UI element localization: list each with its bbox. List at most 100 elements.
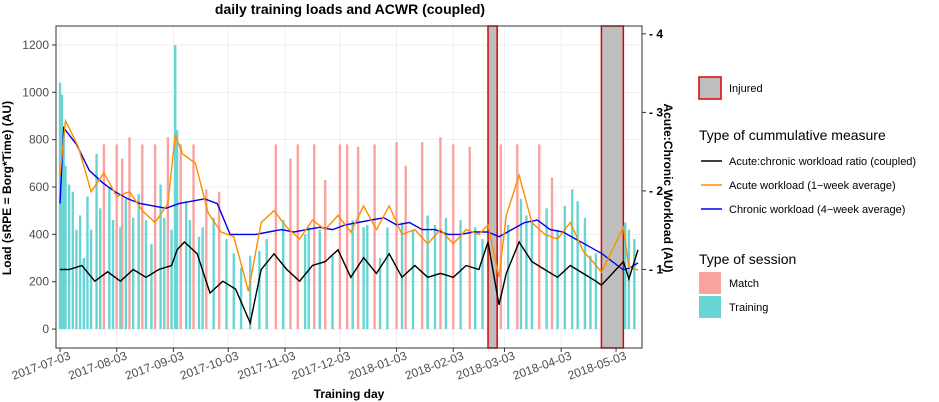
match-bar xyxy=(356,146,360,330)
legend-training-label: Training xyxy=(729,302,768,314)
y-axis-right: - 1 - 2 - 3 - 4 xyxy=(642,27,663,276)
x-tick-label: 2017-07-03 xyxy=(10,348,73,382)
y2-tick-label: - 2 xyxy=(649,184,663,198)
legend-match-label: Match xyxy=(729,278,759,290)
x-tick-label: 2017-09-03 xyxy=(123,348,186,382)
match-bar xyxy=(439,137,442,330)
x-tick-label: 2017-11-03 xyxy=(236,348,298,382)
training-bar xyxy=(594,253,598,330)
training-bar xyxy=(530,220,534,330)
match-bar xyxy=(395,142,398,330)
training-bar xyxy=(137,194,140,330)
legend-acute-label: Acute workload (1−week average) xyxy=(729,180,896,192)
match-bar xyxy=(289,158,292,330)
match-bar xyxy=(102,144,106,330)
match-bar xyxy=(192,144,195,330)
training-bar xyxy=(386,227,389,330)
training-bar xyxy=(108,187,111,330)
match-bar xyxy=(128,137,131,330)
y-tick-label: 1200 xyxy=(22,38,49,52)
x-tick-label: 2017-10-03 xyxy=(178,348,241,382)
match-bar xyxy=(324,179,327,330)
y-axis-left: 0 200 400 600 800 1000 1200 xyxy=(22,38,56,336)
x-tick-label: 2017-08-03 xyxy=(67,348,130,382)
training-bar xyxy=(111,220,115,330)
training-bar xyxy=(583,217,587,330)
y-axis-label-left: Load (sRPE = Borg*Time) (AU) xyxy=(0,101,14,275)
acwr-line xyxy=(60,240,639,326)
y-tick-label: 200 xyxy=(29,275,49,289)
training-bar xyxy=(459,220,462,330)
y2-tick-label: - 1 xyxy=(649,262,663,276)
training-bar xyxy=(170,229,173,330)
training-bar xyxy=(239,267,243,330)
training-bar xyxy=(433,224,437,330)
training-bar xyxy=(362,227,365,330)
match-bar xyxy=(217,191,221,330)
x-tick-label: 2018-05-03 xyxy=(566,348,629,382)
training-bar xyxy=(623,222,627,330)
match-bar xyxy=(404,165,407,330)
training-bar xyxy=(481,239,484,330)
training-bar xyxy=(331,255,334,330)
training-bar xyxy=(232,253,235,330)
match-bar xyxy=(179,144,182,330)
plot-area xyxy=(55,25,643,349)
training-bar xyxy=(58,82,62,330)
training-bar xyxy=(212,217,215,330)
training-bar xyxy=(318,229,321,330)
series-lines xyxy=(59,118,639,326)
legend-training-key xyxy=(699,296,721,318)
x-tick-label: 2018-01-03 xyxy=(346,348,409,382)
match-bar xyxy=(452,144,455,330)
match-bar xyxy=(141,144,144,330)
legend-injured-label: Injured xyxy=(729,83,763,95)
match-bar xyxy=(499,144,503,330)
training-bar xyxy=(570,189,574,330)
training-bar xyxy=(185,201,188,330)
training-bar xyxy=(119,227,122,330)
training-bar xyxy=(525,215,528,330)
training-bar xyxy=(201,227,204,330)
training-bar xyxy=(506,224,510,330)
training-bar xyxy=(563,205,567,330)
match-bar xyxy=(313,144,316,330)
training-bar xyxy=(633,239,636,330)
y-tick-label: 0 xyxy=(42,322,49,336)
training-bar xyxy=(64,165,67,330)
training-bar xyxy=(163,217,166,330)
training-bar xyxy=(576,201,579,330)
x-tick-label: 2017-12-03 xyxy=(290,348,353,382)
training-bar xyxy=(411,229,415,330)
match-bar xyxy=(538,144,541,330)
match-bar xyxy=(550,177,554,330)
legend-session-title: Type of session xyxy=(699,251,796,267)
training-bar xyxy=(86,196,89,330)
match-bar xyxy=(420,142,424,330)
y-tick-label: 600 xyxy=(29,180,49,194)
match-bar xyxy=(468,146,471,330)
training-bar xyxy=(144,220,148,330)
training-bar xyxy=(444,217,448,330)
x-tick-label: 2018-04-03 xyxy=(511,348,574,382)
y2-tick-label: - 3 xyxy=(649,105,663,119)
training-bar xyxy=(556,229,559,330)
injured-period xyxy=(600,25,625,349)
training-bar xyxy=(131,217,135,330)
training-bar xyxy=(197,236,201,330)
y-axis-label-right: Acute:Chronic Workload (AU) xyxy=(661,103,675,272)
legend-injured-key xyxy=(698,76,722,100)
match-bar xyxy=(205,189,208,330)
match-bar xyxy=(166,137,170,330)
training-bar xyxy=(67,184,71,330)
training-bar xyxy=(71,191,75,330)
training-bar xyxy=(426,215,429,330)
training-bar xyxy=(175,130,179,330)
legend-match-key xyxy=(699,272,721,294)
training-bar xyxy=(99,208,102,330)
x-axis: 2017-07-032017-08-032017-09-032017-10-03… xyxy=(10,348,629,383)
training-bar xyxy=(281,220,285,330)
legend: Injured Type of cummulative measure Acut… xyxy=(698,76,916,318)
training-bar xyxy=(60,94,64,330)
